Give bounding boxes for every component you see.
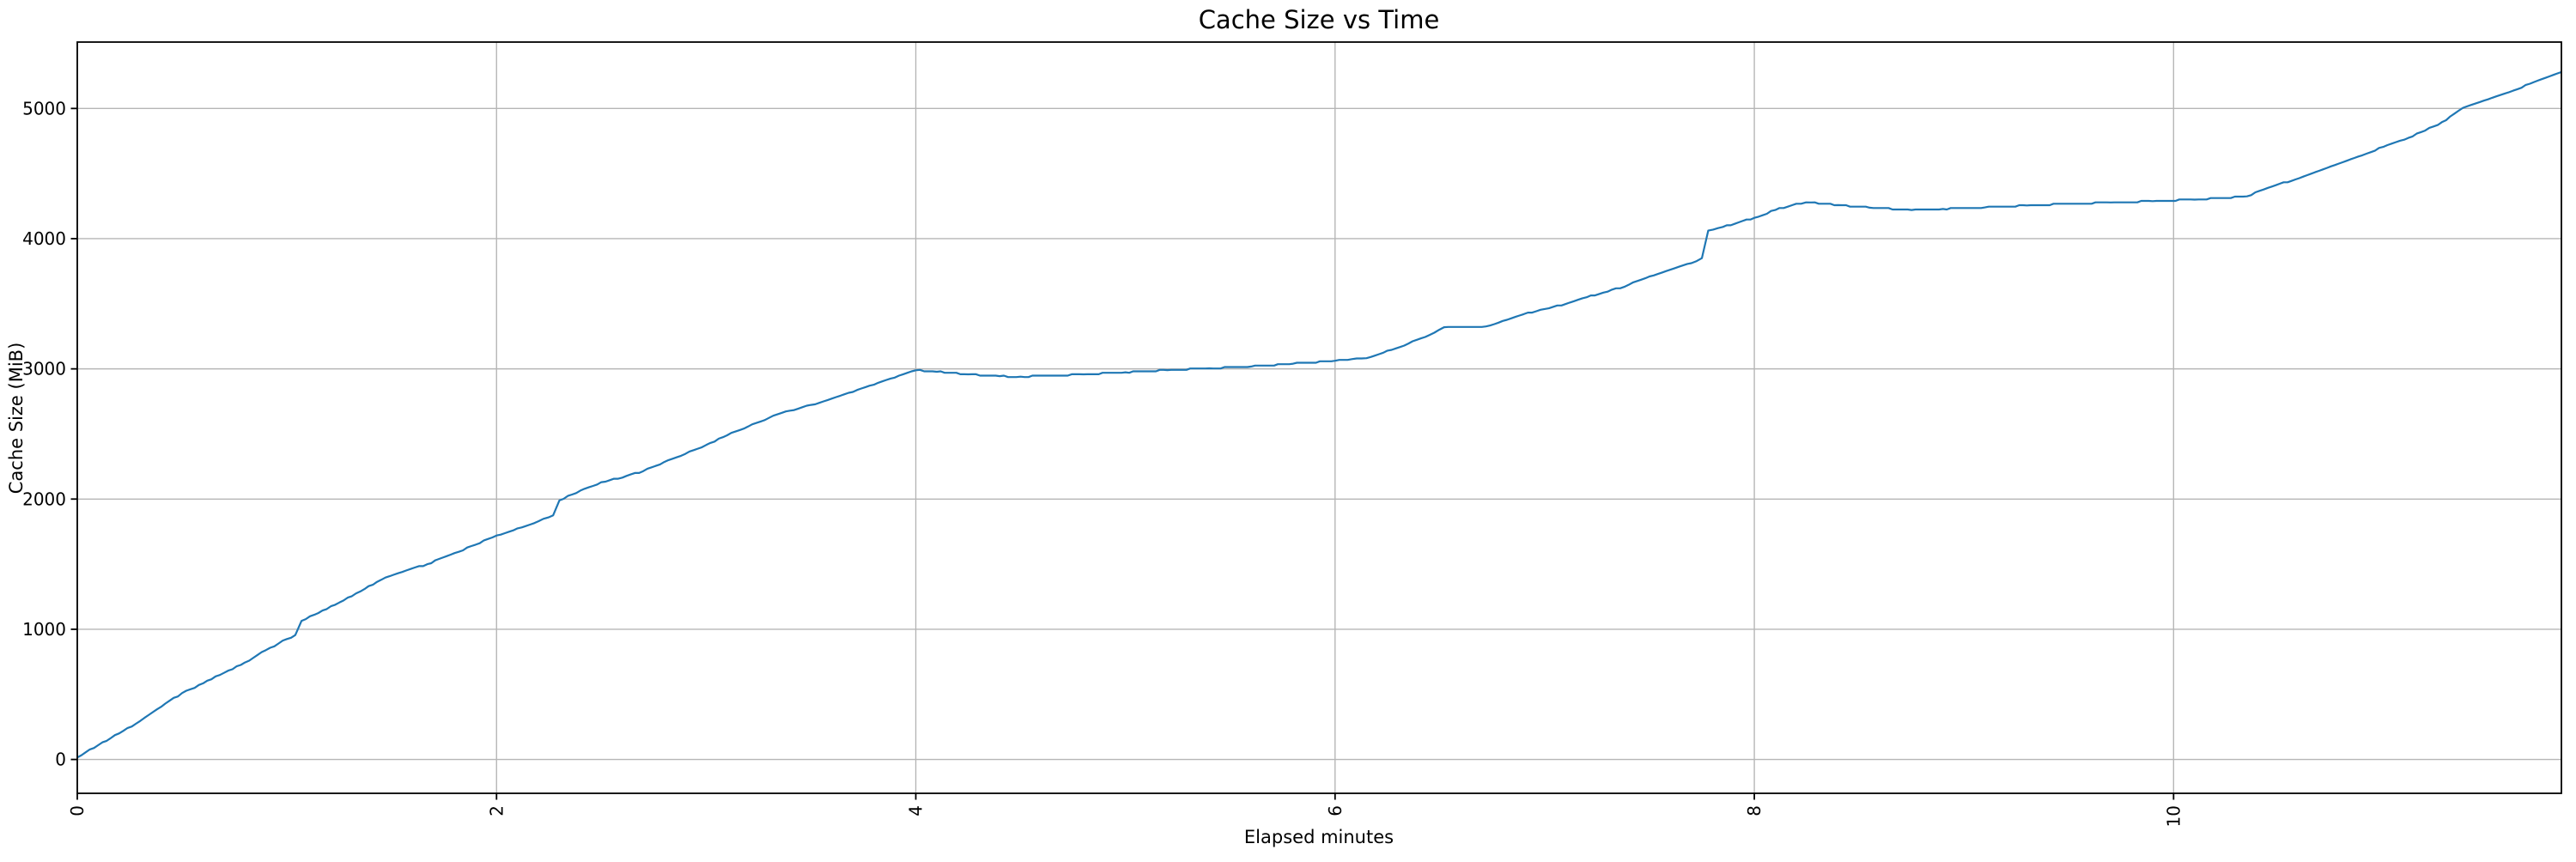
- y-axis-label: Cache Size (MiB): [6, 343, 27, 495]
- y-tick-label: 0: [55, 750, 66, 770]
- x-axis-label: Elapsed minutes: [1244, 827, 1394, 847]
- cache-size-series-line: [77, 70, 2561, 759]
- tick-labels: 0 2 4 6 8 10 0 1000 2000 3000 4000 5000: [22, 98, 2184, 827]
- chart-title: Cache Size vs Time: [1199, 5, 1440, 34]
- gridlines: [76, 42, 2561, 793]
- y-tick-label: 3000: [22, 359, 66, 379]
- x-tick-label: 6: [1325, 805, 1346, 816]
- y-tick-label: 1000: [22, 619, 66, 640]
- x-tick-label: 10: [2163, 805, 2184, 827]
- x-tick-label: 0: [67, 805, 88, 816]
- y-tick-label: 5000: [22, 98, 66, 118]
- tick-marks: [70, 107, 2175, 800]
- plot-area-border: [76, 41, 2562, 794]
- y-tick-label: 2000: [22, 489, 66, 509]
- x-tick-label: 2: [486, 805, 507, 816]
- series-line-group: [77, 70, 2561, 759]
- y-tick-label: 4000: [22, 228, 66, 249]
- x-tick-label: 8: [1744, 805, 1765, 816]
- x-tick-label: 4: [906, 805, 927, 816]
